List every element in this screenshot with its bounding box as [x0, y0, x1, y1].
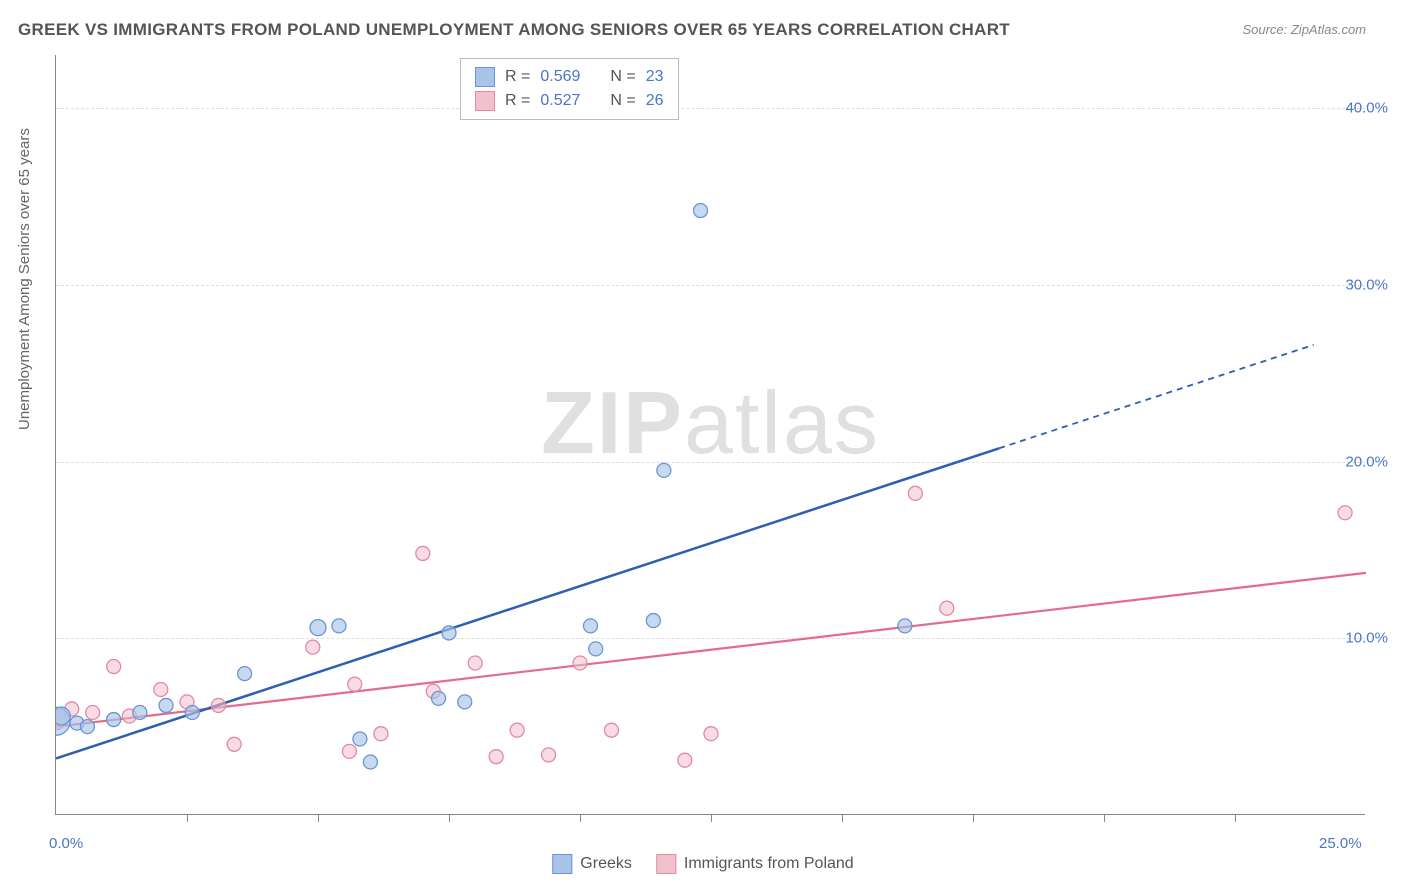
data-point [678, 753, 692, 767]
data-point [56, 707, 70, 735]
r-value-poland: 0.527 [540, 92, 580, 110]
data-point [489, 750, 503, 764]
data-point [583, 619, 597, 633]
data-point [416, 546, 430, 560]
data-point [227, 737, 241, 751]
n-value-poland: 26 [646, 92, 664, 110]
x-tick-label: 0.0% [49, 835, 83, 852]
x-tick [1104, 814, 1105, 822]
trend-line [999, 345, 1313, 448]
r-value-greeks: 0.569 [540, 68, 580, 86]
data-point [133, 705, 147, 719]
data-point [898, 619, 912, 633]
data-point [908, 486, 922, 500]
data-point [573, 656, 587, 670]
data-point [589, 642, 603, 656]
data-point [704, 727, 718, 741]
data-point [510, 723, 524, 737]
data-point [1338, 506, 1352, 520]
x-tick [449, 814, 450, 822]
stats-row-greeks: R = 0.569 N = 23 [475, 65, 664, 89]
source-label: Source: ZipAtlas.com [1242, 22, 1366, 37]
y-tick-label: 20.0% [1345, 453, 1388, 470]
plot-area: ZIPatlas [55, 55, 1365, 815]
n-label-greeks: N = [610, 68, 635, 86]
x-tick [842, 814, 843, 822]
watermark: ZIPatlas [541, 371, 880, 473]
data-point [468, 656, 482, 670]
swatch-greeks-bottom [552, 854, 572, 874]
data-point [56, 710, 66, 730]
legend-item-greeks: Greeks [552, 854, 632, 874]
data-point [646, 614, 660, 628]
legend-item-poland: Immigrants from Poland [656, 854, 854, 874]
data-point [306, 640, 320, 654]
x-tick [187, 814, 188, 822]
series-legend: Greeks Immigrants from Poland [552, 854, 853, 874]
data-point [159, 698, 173, 712]
data-point [342, 744, 356, 758]
n-label-poland: N = [610, 92, 635, 110]
watermark-bold: ZIP [541, 372, 684, 471]
data-point [332, 619, 346, 633]
grid-line [56, 638, 1365, 639]
trend-line [56, 448, 999, 758]
r-label-greeks: R = [505, 68, 530, 86]
data-point [348, 677, 362, 691]
chart-title: GREEK VS IMMIGRANTS FROM POLAND UNEMPLOY… [18, 20, 1010, 40]
x-tick [973, 814, 974, 822]
data-point [211, 698, 225, 712]
x-tick [711, 814, 712, 822]
legend-label-greeks: Greeks [580, 855, 632, 873]
data-point [310, 620, 326, 636]
y-tick-label: 40.0% [1345, 100, 1388, 117]
data-point [86, 705, 100, 719]
watermark-light: atlas [684, 372, 880, 471]
data-point [180, 695, 194, 709]
data-point [353, 732, 367, 746]
data-point [154, 683, 168, 697]
data-point [70, 716, 84, 730]
stats-legend: R = 0.569 N = 23 R = 0.527 N = 26 [460, 58, 679, 120]
data-point [374, 727, 388, 741]
data-point [107, 660, 121, 674]
data-point [56, 707, 70, 725]
x-tick [580, 814, 581, 822]
data-point [65, 702, 79, 716]
trend-line [56, 573, 1366, 727]
grid-line [56, 462, 1365, 463]
x-tick [1235, 814, 1236, 822]
data-point [107, 713, 121, 727]
x-tick-label: 25.0% [1319, 835, 1362, 852]
data-point [363, 755, 377, 769]
y-tick-label: 10.0% [1345, 630, 1388, 647]
r-label-poland: R = [505, 92, 530, 110]
swatch-poland-bottom [656, 854, 676, 874]
data-point [122, 709, 136, 723]
data-point [432, 691, 446, 705]
data-point [940, 601, 954, 615]
x-tick [318, 814, 319, 822]
grid-line [56, 285, 1365, 286]
swatch-greeks [475, 67, 495, 87]
grid-line [56, 108, 1365, 109]
data-point [80, 720, 94, 734]
stats-row-poland: R = 0.527 N = 26 [475, 89, 664, 113]
data-point [542, 748, 556, 762]
n-value-greeks: 23 [646, 68, 664, 86]
swatch-poland [475, 91, 495, 111]
data-point [185, 705, 199, 719]
data-point [657, 463, 671, 477]
data-point [604, 723, 618, 737]
data-point [458, 695, 472, 709]
y-tick-label: 30.0% [1345, 276, 1388, 293]
data-point [694, 204, 708, 218]
data-point [238, 667, 252, 681]
data-point [426, 684, 440, 698]
legend-label-poland: Immigrants from Poland [684, 855, 854, 873]
y-axis-label: Unemployment Among Seniors over 65 years [16, 128, 33, 430]
chart-svg [56, 55, 1366, 815]
